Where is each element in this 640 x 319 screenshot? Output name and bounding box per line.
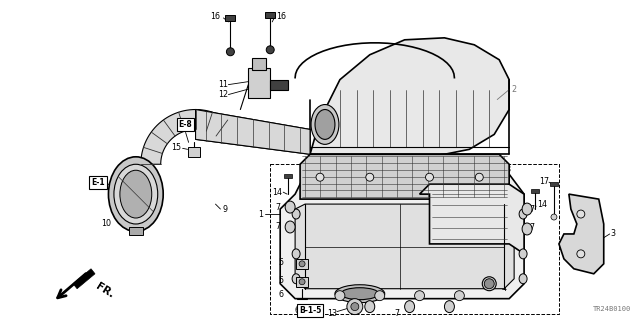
Text: 14: 14 (272, 188, 282, 197)
Text: 13: 13 (327, 309, 337, 318)
Text: 15: 15 (171, 143, 180, 152)
Text: 16: 16 (276, 12, 286, 21)
Polygon shape (295, 204, 514, 289)
Ellipse shape (315, 109, 335, 139)
Text: 6: 6 (278, 290, 283, 299)
Text: 6: 6 (294, 306, 299, 315)
Text: 3: 3 (611, 229, 616, 239)
Bar (129, 227, 143, 235)
Ellipse shape (285, 201, 295, 213)
Ellipse shape (108, 157, 163, 232)
Text: 7: 7 (529, 224, 534, 233)
Circle shape (577, 250, 585, 258)
Text: 17: 17 (539, 177, 549, 186)
Ellipse shape (292, 249, 300, 259)
Ellipse shape (292, 274, 300, 284)
Text: 7: 7 (275, 222, 280, 232)
Circle shape (426, 173, 433, 181)
Circle shape (454, 291, 465, 300)
Text: FR.: FR. (94, 281, 116, 300)
Bar (188, 147, 200, 157)
Polygon shape (420, 184, 524, 254)
Ellipse shape (365, 300, 375, 313)
Text: 8: 8 (505, 165, 510, 174)
Ellipse shape (292, 209, 300, 219)
Text: TR24B0100: TR24B0100 (593, 306, 630, 312)
Circle shape (484, 279, 494, 289)
Bar (531, 189, 539, 193)
Circle shape (577, 210, 585, 218)
Text: 4: 4 (501, 284, 506, 293)
Bar (248, 68, 270, 98)
Ellipse shape (519, 274, 527, 284)
Bar (252, 58, 266, 70)
Polygon shape (559, 194, 604, 274)
Polygon shape (73, 269, 95, 289)
Ellipse shape (404, 300, 415, 313)
Polygon shape (300, 154, 509, 199)
Bar (296, 259, 308, 269)
Bar (265, 12, 275, 18)
Text: 11: 11 (218, 80, 228, 89)
Text: 7: 7 (275, 203, 280, 211)
Polygon shape (280, 174, 524, 299)
Polygon shape (141, 109, 228, 164)
Ellipse shape (483, 277, 496, 291)
Bar (296, 277, 308, 287)
Circle shape (316, 173, 324, 181)
Ellipse shape (285, 221, 295, 233)
Text: 7: 7 (395, 309, 400, 318)
Text: 1: 1 (259, 210, 263, 219)
Circle shape (351, 303, 359, 311)
Ellipse shape (335, 285, 385, 303)
Circle shape (227, 48, 234, 56)
Ellipse shape (311, 105, 339, 145)
Circle shape (476, 173, 483, 181)
Circle shape (299, 279, 305, 285)
Text: E-8: E-8 (179, 120, 193, 129)
Circle shape (266, 46, 274, 54)
Circle shape (551, 214, 557, 220)
Circle shape (335, 291, 345, 300)
Text: 2: 2 (511, 85, 516, 94)
Circle shape (366, 173, 374, 181)
Polygon shape (196, 109, 310, 154)
Text: 10: 10 (101, 219, 111, 228)
Text: 7: 7 (529, 204, 534, 213)
Circle shape (299, 261, 305, 267)
Text: 5: 5 (278, 258, 284, 267)
Ellipse shape (341, 288, 379, 300)
Text: 5: 5 (278, 276, 284, 285)
Bar (270, 80, 288, 90)
Ellipse shape (114, 164, 157, 224)
Circle shape (415, 291, 424, 300)
Circle shape (375, 291, 385, 300)
Ellipse shape (522, 203, 532, 215)
Ellipse shape (522, 223, 532, 235)
Ellipse shape (519, 209, 527, 219)
Text: 16: 16 (211, 12, 221, 21)
Ellipse shape (519, 249, 527, 259)
Ellipse shape (444, 300, 454, 313)
Text: 12: 12 (218, 90, 228, 99)
Text: B-1-5: B-1-5 (299, 306, 321, 315)
Text: 14: 14 (537, 200, 547, 209)
Circle shape (347, 299, 363, 315)
Text: 9: 9 (223, 204, 228, 213)
Bar (284, 174, 292, 178)
Text: E-1: E-1 (91, 178, 105, 187)
Bar (225, 15, 236, 21)
Bar (550, 182, 558, 186)
Polygon shape (310, 38, 509, 157)
Ellipse shape (120, 170, 152, 218)
